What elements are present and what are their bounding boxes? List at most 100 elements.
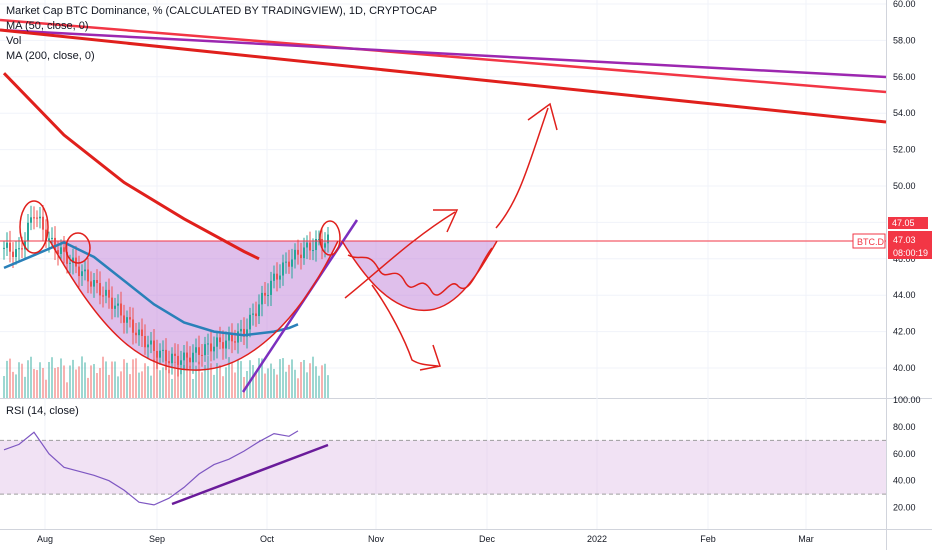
volume-bar [129, 374, 131, 398]
candle-body [303, 247, 305, 259]
volume-bar [150, 375, 152, 398]
volume-bar [201, 372, 203, 398]
price-tick-label: 58.00 [893, 35, 916, 45]
rsi-tick-label: 100.00 [893, 395, 921, 405]
time-tick-label: 2022 [587, 534, 607, 544]
candle-body [153, 340, 155, 351]
circle-right-top [319, 220, 341, 256]
volume-bar [225, 367, 227, 398]
candle-body [321, 238, 323, 248]
candle-body [327, 234, 329, 244]
rsi-axis: 100.00 80.00 60.00 40.00 20.00 [893, 395, 921, 513]
candle-body [48, 238, 50, 241]
arrow-up-right [344, 209, 459, 299]
candle-body [144, 336, 146, 348]
volume-bar [3, 376, 5, 398]
volume-bar [105, 361, 107, 398]
volume-bar [30, 356, 32, 398]
volume-bar [162, 367, 164, 398]
volume-bar [18, 362, 20, 398]
rsi-trendline [171, 443, 329, 506]
volume-bar [165, 360, 167, 398]
candle-body [282, 262, 284, 276]
volume-bar [288, 364, 290, 398]
volume-bar [6, 360, 8, 398]
volume-bar [108, 374, 110, 398]
volume-bar [276, 374, 278, 398]
candle-body [174, 353, 176, 356]
volume-bar [243, 376, 245, 398]
volume-bar [219, 365, 221, 398]
volume-bar [9, 358, 11, 398]
arrow-down [371, 284, 441, 371]
volume-bar [240, 361, 242, 398]
candle-body [132, 319, 134, 333]
rsi-tick-label: 20.00 [893, 503, 916, 513]
cup-outline-left [49, 240, 339, 371]
volume-bar [84, 362, 86, 398]
legend-vol: Vol [6, 35, 22, 47]
price-axis: 60.0058.0056.0054.0052.0050.0048.0046.00… [893, 0, 916, 373]
volume-bar [120, 371, 122, 398]
candle-body [222, 342, 224, 349]
volume-bar [186, 357, 188, 398]
ma200-line [2, 72, 260, 261]
candle-body [285, 261, 287, 263]
candle-body [195, 347, 197, 353]
candle-body [240, 328, 242, 332]
rsi-legend: RSI (14, close) [6, 405, 79, 417]
candle-body [324, 243, 326, 248]
candle-body [12, 251, 14, 258]
candle-body [288, 261, 290, 267]
candle-body [42, 216, 44, 230]
candle-body [87, 269, 89, 282]
volume-bar [297, 378, 299, 398]
candle-body [168, 361, 170, 364]
volume-bar [45, 379, 47, 398]
volume-bar [111, 361, 113, 398]
volume-bar [279, 359, 281, 398]
volume-bar [321, 365, 323, 398]
candle-body [243, 328, 245, 337]
resistance-tag [888, 217, 928, 229]
candle-body [9, 242, 11, 252]
candle-body [150, 340, 152, 345]
volume-bar [54, 368, 56, 398]
candle-body [261, 292, 263, 305]
legend-title: Market Cap BTC Dominance, % (CALCULATED … [6, 5, 438, 17]
price-tick-label: 42.00 [893, 327, 916, 337]
volume-bar [189, 365, 191, 398]
volume-bar [12, 371, 14, 398]
candle-body [252, 313, 254, 315]
candle-body [81, 271, 83, 277]
candle-body [27, 222, 29, 241]
volume-bar [291, 359, 293, 398]
candle-body [201, 354, 203, 356]
volume-bar [237, 359, 239, 398]
chart-legend: Market Cap BTC Dominance, % (CALCULATED … [6, 4, 437, 64]
volume-bar [117, 376, 119, 398]
volume-bar [36, 370, 38, 398]
candle-body [6, 242, 8, 248]
volume-bar [327, 375, 329, 398]
volume-bar [99, 367, 101, 398]
candle-body [84, 269, 86, 272]
candle-body [147, 344, 149, 348]
candle-body [24, 240, 26, 250]
candle-body [138, 329, 140, 336]
volume-bar [195, 365, 197, 398]
time-tick-label: Aug [37, 534, 53, 544]
candle-body [279, 275, 281, 280]
candle-body [318, 238, 320, 240]
candle-body [207, 343, 209, 345]
candle-body [78, 266, 80, 277]
time-tick-label: Sep [149, 534, 165, 544]
price-tag [888, 231, 932, 259]
candle-body [300, 254, 302, 259]
legend-ma200: MA (200, close, 0) [6, 50, 95, 62]
volume-bar [306, 372, 308, 398]
price-tick-label: 54.00 [893, 108, 916, 118]
volume-bar [294, 369, 296, 398]
candle-body [120, 303, 122, 316]
volume-bar [309, 363, 311, 398]
